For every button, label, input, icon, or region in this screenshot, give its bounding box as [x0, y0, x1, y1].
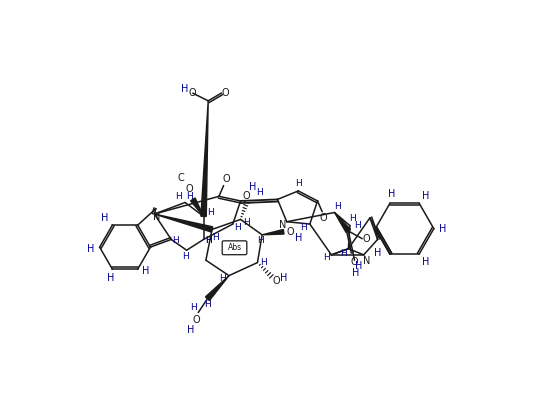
Text: C: C — [177, 173, 184, 183]
Text: O: O — [350, 257, 358, 267]
Text: H: H — [295, 233, 303, 243]
Text: H: H — [243, 218, 250, 227]
Text: N: N — [363, 256, 371, 266]
Text: H: H — [439, 224, 447, 234]
Text: H: H — [142, 266, 149, 276]
Text: H: H — [211, 233, 219, 242]
Text: H: H — [219, 274, 226, 283]
Text: H: H — [234, 223, 241, 231]
Text: O: O — [243, 191, 251, 201]
Polygon shape — [155, 214, 213, 232]
Text: H: H — [388, 189, 395, 199]
Text: H: H — [205, 236, 211, 246]
Text: H: H — [176, 192, 182, 201]
Polygon shape — [190, 198, 204, 216]
Text: O: O — [223, 175, 230, 184]
Text: H: H — [101, 213, 108, 223]
Polygon shape — [262, 229, 284, 235]
Text: H: H — [107, 273, 114, 283]
Polygon shape — [201, 101, 208, 217]
Text: O: O — [286, 227, 294, 237]
Text: O: O — [186, 184, 194, 194]
Text: H: H — [334, 202, 341, 211]
Text: H: H — [422, 191, 429, 201]
Text: H: H — [204, 301, 211, 309]
Text: H: H — [352, 267, 360, 278]
Text: H: H — [249, 182, 257, 192]
Text: H: H — [172, 236, 179, 246]
Text: N: N — [153, 212, 160, 222]
Text: H: H — [205, 236, 211, 246]
Text: H: H — [257, 236, 264, 246]
Text: H: H — [190, 303, 197, 312]
Polygon shape — [205, 276, 229, 301]
Polygon shape — [334, 213, 350, 233]
Text: H: H — [207, 208, 214, 217]
Text: O: O — [222, 88, 229, 98]
Text: H: H — [260, 258, 267, 267]
Text: O: O — [193, 315, 200, 325]
Text: H: H — [187, 324, 194, 335]
Text: O: O — [320, 213, 328, 223]
Text: H: H — [280, 273, 287, 283]
Text: O: O — [189, 88, 196, 98]
Text: H: H — [256, 188, 262, 197]
Text: H: H — [86, 244, 94, 254]
Text: H: H — [182, 252, 189, 261]
Text: H: H — [186, 192, 193, 201]
Text: H: H — [300, 223, 307, 231]
Text: H: H — [355, 261, 363, 271]
Text: O: O — [362, 234, 370, 244]
Text: H: H — [422, 257, 429, 267]
Text: H: H — [354, 221, 361, 230]
Text: H: H — [374, 248, 381, 258]
Text: Abs: Abs — [228, 242, 242, 252]
Text: N: N — [279, 220, 287, 230]
Text: H: H — [324, 253, 330, 263]
Text: H: H — [350, 214, 357, 223]
Text: H: H — [340, 249, 347, 258]
Text: H: H — [295, 179, 302, 188]
Text: H: H — [181, 84, 189, 94]
Text: O: O — [272, 276, 280, 286]
